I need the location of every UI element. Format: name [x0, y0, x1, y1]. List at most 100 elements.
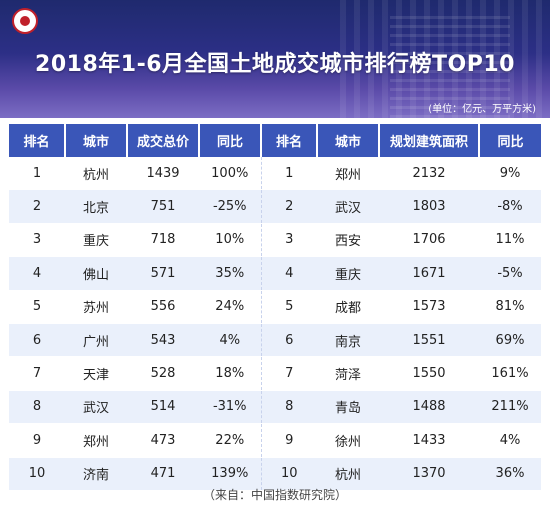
unit-note: (单位：亿元、万平方米) — [428, 104, 536, 115]
cell-rank: 5 — [9, 290, 65, 324]
cell-planned-area: 1573 — [379, 290, 479, 324]
cell-yoy-2: 81% — [479, 290, 541, 324]
cell-rank-2: 1 — [261, 157, 317, 191]
logo-icon — [12, 8, 38, 34]
cell-yoy-2: 11% — [479, 223, 541, 258]
table-row: 8 武汉 514 -31% 8 青岛 1488 211% — [9, 390, 541, 425]
header-rank-2: 排名 — [261, 124, 318, 157]
cell-rank: 2 — [9, 189, 65, 224]
cell-city: 佛山 — [65, 256, 127, 291]
cell-yoy-2: 69% — [479, 323, 541, 358]
header-city: 城市 — [65, 124, 128, 157]
cell-yoy: 24% — [199, 290, 262, 324]
table-row: 6 广州 543 4% 6 南京 1551 69% — [9, 323, 541, 358]
cell-rank-2: 10 — [261, 457, 317, 491]
cell-yoy: 10% — [199, 223, 262, 258]
header-yoy-2: 同比 — [479, 124, 541, 157]
cell-rank: 3 — [9, 223, 65, 258]
cell-total-price: 528 — [127, 356, 199, 391]
cell-yoy-2: 161% — [479, 356, 541, 391]
building-graphic — [340, 0, 550, 118]
cell-city: 重庆 — [65, 223, 127, 258]
cell-city-2: 重庆 — [317, 256, 379, 291]
cell-rank: 1 — [9, 157, 65, 191]
header-city-2: 城市 — [317, 124, 380, 157]
cell-yoy: -31% — [199, 390, 262, 425]
cell-city-2: 武汉 — [317, 189, 379, 224]
table-row: 5 苏州 556 24% 5 成都 1573 81% — [9, 290, 541, 324]
title-banner: 2018年1-6月全国土地成交城市排行榜TOP10 (单位：亿元、万平方米) — [0, 0, 550, 118]
cell-rank: 10 — [9, 457, 65, 491]
cell-planned-area: 1370 — [379, 457, 479, 491]
cell-rank: 6 — [9, 323, 65, 358]
cell-total-price: 751 — [127, 189, 199, 224]
cell-city: 北京 — [65, 189, 127, 224]
table-row: 3 重庆 718 10% 3 西安 1706 11% — [9, 223, 541, 258]
table-header-row: 排名 城市 成交总价 同比 排名 城市 规划建筑面积 同比 — [9, 124, 541, 157]
cell-total-price: 1439 — [127, 157, 199, 191]
cell-total-price: 571 — [127, 256, 199, 291]
cell-rank-2: 9 — [261, 423, 317, 458]
cell-total-price: 471 — [127, 457, 199, 491]
header-planned-area: 规划建筑面积 — [379, 124, 480, 157]
cell-city-2: 菏泽 — [317, 356, 379, 391]
cell-city-2: 成都 — [317, 290, 379, 324]
cell-total-price: 718 — [127, 223, 199, 258]
cell-city-2: 徐州 — [317, 423, 379, 458]
cell-city-2: 杭州 — [317, 457, 379, 491]
cell-yoy-2: 211% — [479, 390, 541, 425]
cell-yoy: -25% — [199, 189, 262, 224]
cell-rank-2: 5 — [261, 290, 317, 324]
cell-rank-2: 6 — [261, 323, 317, 358]
cell-rank-2: 3 — [261, 223, 317, 258]
header-rank: 排名 — [9, 124, 66, 157]
table-row: 1 杭州 1439 100% 1 郑州 2132 9% — [9, 157, 541, 191]
cell-rank: 8 — [9, 390, 65, 425]
cell-rank-2: 8 — [261, 390, 317, 425]
cell-yoy: 22% — [199, 423, 262, 458]
cell-planned-area: 1550 — [379, 356, 479, 391]
cell-planned-area: 1488 — [379, 390, 479, 425]
header-yoy: 同比 — [199, 124, 262, 157]
table-row: 2 北京 751 -25% 2 武汉 1803 -8% — [9, 189, 541, 224]
cell-city-2: 青岛 — [317, 390, 379, 425]
table-body: 1 杭州 1439 100% 1 郑州 2132 9% 2 北京 751 -25% 2 武汉 1803 -8%… — [9, 157, 541, 491]
cell-planned-area: 2132 — [379, 157, 479, 191]
cell-city-2: 南京 — [317, 323, 379, 358]
cell-total-price: 473 — [127, 423, 199, 458]
cell-city: 杭州 — [65, 157, 127, 191]
cell-city: 广州 — [65, 323, 127, 358]
cell-city-2: 郑州 — [317, 157, 379, 191]
page-title: 2018年1-6月全国土地成交城市排行榜TOP10 — [35, 52, 515, 77]
cell-rank-2: 7 — [261, 356, 317, 391]
cell-yoy-2: -5% — [479, 256, 541, 291]
cell-yoy-2: 9% — [479, 157, 541, 191]
cell-planned-area: 1433 — [379, 423, 479, 458]
cell-rank: 4 — [9, 256, 65, 291]
cell-rank: 9 — [9, 423, 65, 458]
cell-yoy: 100% — [199, 157, 262, 191]
cell-city-2: 西安 — [317, 223, 379, 258]
cell-rank: 7 — [9, 356, 65, 391]
cell-yoy-2: 4% — [479, 423, 541, 458]
header-total-price: 成交总价 — [127, 124, 200, 157]
cell-yoy: 35% — [199, 256, 262, 291]
cell-total-price: 543 — [127, 323, 199, 358]
cell-planned-area: 1671 — [379, 256, 479, 291]
cell-rank-2: 2 — [261, 189, 317, 224]
cell-yoy-2: 36% — [479, 457, 541, 491]
cell-rank-2: 4 — [261, 256, 317, 291]
cell-total-price: 556 — [127, 290, 199, 324]
table-row: 10 济南 471 139% 10 杭州 1370 36% — [9, 457, 541, 491]
building-graphic-2 — [390, 10, 510, 118]
cell-planned-area: 1706 — [379, 223, 479, 258]
cell-city: 武汉 — [65, 390, 127, 425]
cell-yoy: 18% — [199, 356, 262, 391]
cell-city: 苏州 — [65, 290, 127, 324]
cell-planned-area: 1803 — [379, 189, 479, 224]
cell-yoy: 139% — [199, 457, 262, 491]
cell-city: 天津 — [65, 356, 127, 391]
cell-planned-area: 1551 — [379, 323, 479, 358]
table-row: 9 郑州 473 22% 9 徐州 1433 4% — [9, 423, 541, 458]
cell-city: 郑州 — [65, 423, 127, 458]
